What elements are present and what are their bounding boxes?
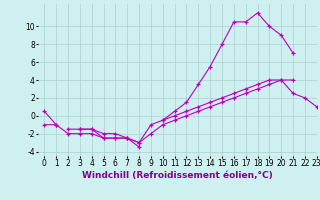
- X-axis label: Windchill (Refroidissement éolien,°C): Windchill (Refroidissement éolien,°C): [82, 171, 273, 180]
